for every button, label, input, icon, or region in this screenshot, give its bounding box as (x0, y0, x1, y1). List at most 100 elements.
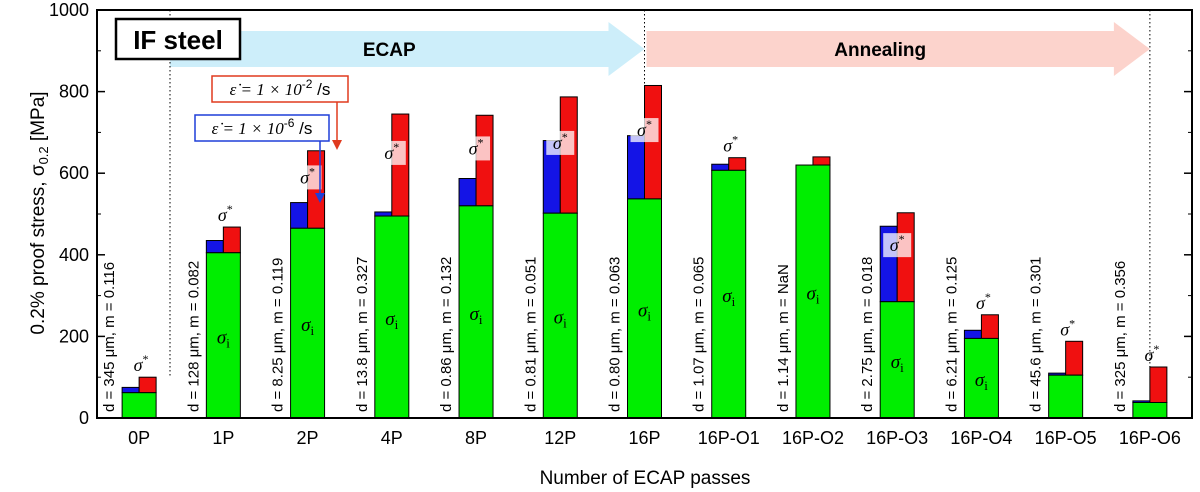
rate-low-unit: /s (294, 119, 312, 138)
rate-label-low-text: ε̇ = 1 × 10-6 /s (212, 116, 313, 138)
bar-sigma-i (711, 169, 747, 419)
rate-high-unit: /s (312, 80, 330, 99)
x-tick-label: 0P (128, 428, 150, 448)
bar-low-rate-top (290, 202, 309, 229)
x-tick-label: 16P (628, 428, 660, 448)
x-tick-label: 2P (297, 428, 319, 448)
bar-annotation: d = 2.75 μm, m = 0.018 (859, 257, 876, 412)
sigma-star-label: σ* (1060, 316, 1075, 339)
sigma-star-label: σ* (134, 352, 149, 375)
bar-low-rate-top (963, 329, 982, 339)
bars (121, 84, 1168, 419)
y-tick-label: 600 (59, 163, 89, 183)
y-tick-label: 200 (59, 326, 89, 346)
x-tick-label: 16P-O3 (866, 428, 928, 448)
rate-low-exp: -6 (284, 116, 295, 130)
x-tick-label: 4P (381, 428, 403, 448)
rate-label-low-box (194, 114, 330, 142)
bar-sigma-i (542, 212, 578, 419)
rate-high-arrowhead (332, 140, 342, 150)
bar-low-rate-top (711, 163, 730, 171)
sigma-star-bg (630, 118, 659, 143)
bar-high-rate-top (1149, 366, 1168, 403)
x-tick-label: 16P-O1 (698, 428, 760, 448)
bar-high-rate-top (728, 157, 747, 171)
bar-annotation: d = 6.21 μm, m = 0.125 (943, 257, 960, 412)
bar-sigma-i (795, 164, 831, 419)
y-tick-label: 400 (59, 245, 89, 265)
process-arrow-label: ECAP (363, 40, 416, 61)
bar-high-rate-top (475, 114, 494, 207)
y-axis-label-main: 0.2% proof stress, σ (28, 164, 49, 334)
rate-label-high-text: ε̇ = 1 × 10-2 /s (230, 77, 331, 99)
badge-text: IF steel (133, 25, 223, 55)
stage-dividers (169, 10, 1151, 378)
bar-high-rate-top (896, 212, 915, 303)
bar-high-rate-top (222, 226, 241, 254)
process-arrow-ecap (170, 22, 645, 76)
sigma-star-bg (546, 130, 575, 155)
bar-annotation: d = 0.81 μm, m = 0.051 (522, 257, 539, 412)
sigma-star-bg (377, 140, 406, 165)
bar-annotation: d = 325 μm, m = 0.356 (1112, 261, 1129, 412)
rate-low-base: ε̇ = 1 × 10 (212, 119, 285, 138)
bar-annotation: d = 13.8 μm, m = 0.327 (354, 257, 371, 412)
bar-annotation: d = 8.25 μm, m = 0.119 (270, 258, 287, 412)
bar-annotation: d = 1.07 μm, m = 0.065 (691, 257, 708, 412)
bar-sigma-i (627, 198, 662, 419)
bar-annotation: d = 345 μm, m = 0.116 (101, 262, 118, 412)
y-axis-label-unit: [MPa] (28, 91, 49, 146)
badge: IF steel (114, 17, 242, 61)
bar-sigma-i (1132, 401, 1168, 419)
sigma-star-label: σ* (218, 202, 233, 225)
bar-low-rate-top (627, 135, 645, 200)
bar-high-rate-top (812, 156, 831, 166)
bar-annotation: d = 0.86 μm, m = 0.132 (438, 257, 455, 412)
y-tick-label: 0 (79, 408, 89, 428)
sigma-star-bg (883, 233, 912, 258)
x-tick-label: 16P-O4 (950, 428, 1012, 448)
x-tick-label: 16P-O2 (782, 428, 844, 448)
y-axis-label: 0.2% proof stress, σ0.2 [MPa] (28, 91, 51, 334)
sigma-star-label: σ* (723, 133, 738, 156)
bar-sigma-i (121, 392, 157, 419)
bar-high-rate-top (138, 376, 157, 394)
x-axis-label: Number of ECAP passes (540, 468, 751, 489)
sigma-star-label: σ* (976, 290, 991, 313)
bar-high-rate-top (559, 96, 578, 214)
bar-low-rate-top (458, 178, 477, 207)
bar-low-rate-top (121, 386, 140, 394)
bar-high-rate-top (1065, 340, 1084, 376)
process-arrows: ECAP Annealing (170, 22, 1150, 76)
bar-sigma-i (458, 205, 494, 419)
rate-label-high: ε̇ = 1 × 10-2 /s (211, 75, 349, 150)
sigma-star-bg (462, 136, 491, 161)
process-arrow-label: Annealing (834, 40, 926, 61)
sigma-star-label: σ* (1144, 342, 1159, 365)
process-arrow-annealing (646, 22, 1150, 76)
axes: 0 200 400 600 800 1000 0P 1P 2P 4P 8P 12P 16P 16P-O1 1… (49, 0, 1193, 448)
y-tick-label: 800 (59, 82, 89, 102)
x-tick-label: 1P (212, 428, 234, 448)
rate-high-base: ε̇ = 1 × 10 (230, 80, 303, 99)
x-tick-label: 16P-O5 (1035, 428, 1097, 448)
rate-high-exp: -2 (302, 77, 313, 91)
bar-high-rate-top (307, 150, 326, 229)
bar-sigma-i (374, 215, 410, 419)
x-tick-label: 16P-O6 (1119, 428, 1181, 448)
bar-sigma-i (290, 227, 326, 419)
bar-low-rate-top (205, 240, 224, 254)
bar-annotation: d = 1.14 μm, m = NaN (775, 264, 792, 412)
rate-label-high-box (211, 75, 349, 103)
bar-low-rate-top (374, 211, 393, 217)
y-tick-label: 1000 (49, 0, 89, 20)
bar-sigma-i (1048, 374, 1084, 419)
rate-label-low: ε̇ = 1 × 10-6 /s (194, 114, 330, 203)
bar-annotation: d = 45.6 μm, m = 0.301 (1028, 257, 1045, 412)
badge-box (114, 17, 242, 61)
sigma-star-bg (293, 165, 322, 190)
bar-annotation: d = 0.80 μm, m = 0.063 (607, 257, 624, 412)
x-tick-label: 12P (544, 428, 576, 448)
bar-high-rate-top (391, 113, 410, 217)
